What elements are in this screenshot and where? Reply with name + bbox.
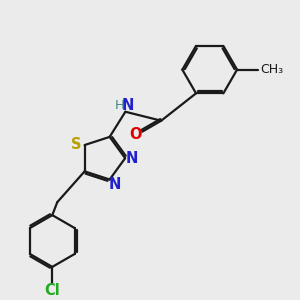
- Text: CH₃: CH₃: [260, 63, 283, 76]
- Text: H: H: [115, 99, 124, 112]
- Text: N: N: [121, 98, 134, 113]
- Text: S: S: [71, 136, 82, 152]
- Text: O: O: [129, 127, 142, 142]
- Text: Cl: Cl: [44, 283, 60, 298]
- Text: N: N: [108, 177, 121, 192]
- Text: N: N: [126, 151, 138, 166]
